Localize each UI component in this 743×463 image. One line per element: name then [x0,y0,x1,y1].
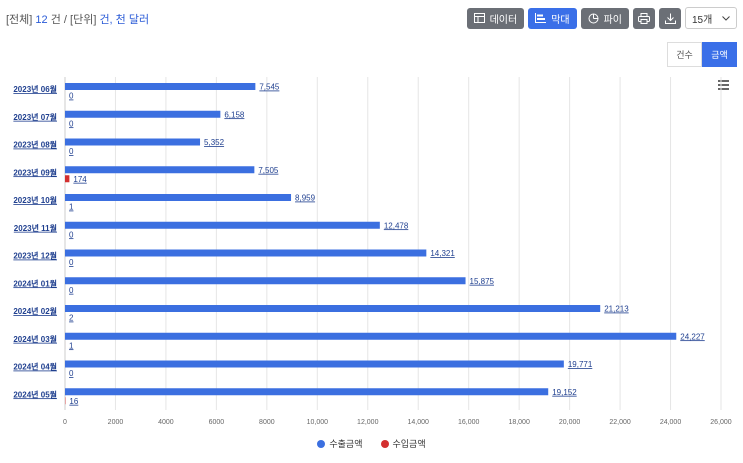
category-label: 2023년 12월 [13,251,57,261]
export-value-label: 7,545 [259,83,280,92]
export-value-label: 21,213 [604,305,629,314]
x-tick-label: 18,000 [508,419,530,426]
bar-button-label: 막대 [551,14,570,26]
x-tick-label: 0 [63,419,67,426]
x-tick-label: 22,000 [609,419,631,426]
legend-label-export: 수출금액 [329,439,363,449]
summary-prefix: [전체] [6,14,33,26]
category-label: 2023년 07월 [13,112,57,122]
export-value-label: 6,158 [224,110,245,119]
export-bar [65,138,201,146]
summary-count-unit: 건 / [단위] [50,14,97,26]
import-value-label: 0 [69,286,74,295]
export-bar [65,388,549,396]
export-bar [65,332,677,340]
export-bar [65,194,292,201]
import-value-label: 1 [69,203,74,212]
export-bar [65,83,256,90]
legend-dot-import [380,439,389,448]
pie-chart-icon [588,13,599,23]
summary-count: 12 [35,14,48,26]
export-value-label: 8,959 [295,194,316,203]
x-tick-label: 20,000 [559,419,581,426]
x-tick-label: 24,000 [660,419,682,426]
x-tick-label: 12,000 [357,419,379,426]
import-value-label: 0 [69,92,74,101]
category-label: 2024년 03월 [13,334,57,344]
export-value-label: 14,321 [430,249,455,258]
export-bar [65,166,255,174]
export-bar [65,221,380,229]
import-value-label: 0 [69,230,74,239]
toggle-count[interactable]: 건수 [667,42,702,67]
summary-unit: 건, 천 달러 [99,14,150,26]
metric-toggle: 건수 금액 [667,42,737,67]
download-icon [664,13,676,24]
category-label: 2023년 09월 [13,167,57,177]
category-label: 2023년 06월 [13,84,57,94]
import-value-label: 1 [69,341,74,350]
export-value-label: 5,352 [204,138,225,147]
import-value-label: 0 [69,119,74,128]
legend-item-export[interactable]: 수출금액 [317,437,363,450]
pie-button[interactable]: 파이 [580,7,629,29]
print-icon [638,12,650,24]
category-label: 2023년 11월 [14,223,57,233]
export-bar [65,249,427,257]
bar-button[interactable]: 막대 [528,7,577,29]
toggle-amount[interactable]: 금액 [702,42,737,67]
legend: 수출금액 수입금액 [0,437,743,450]
chevron-down-icon [722,15,730,21]
page-size-value: 15개 [692,14,713,26]
x-tick-label: 2000 [108,419,124,426]
import-value-label: 0 [69,258,74,267]
import-value-label: 2 [69,314,74,323]
x-tick-label: 16,000 [458,419,480,426]
toolbar: 데이터 막대 파이 15개 [466,7,737,29]
pie-button-label: 파이 [603,14,622,26]
export-bar [65,360,564,368]
x-tick-label: 6000 [209,419,225,426]
import-bar [65,175,70,183]
import-value-label: 0 [69,147,74,156]
x-tick-label: 10,000 [307,419,329,426]
export-value-label: 15,875 [470,277,495,286]
export-value-label: 7,505 [258,166,279,175]
export-value-label: 19,771 [568,360,593,369]
chart-menu-icon[interactable] [718,80,729,92]
export-value-label: 24,227 [680,332,705,341]
data-button[interactable]: 데이터 [466,7,525,29]
x-tick-label: 14,000 [408,419,430,426]
category-label: 2024년 04월 [13,362,57,372]
x-tick-label: 26,000 [710,419,732,426]
x-tick-label: 4000 [158,419,174,426]
x-tick-label: 8000 [259,419,275,426]
export-bar [65,305,601,312]
legend-label-import: 수입금액 [392,439,426,449]
table-icon [473,13,485,23]
import-value-label: 174 [73,175,87,184]
import-value-label: 0 [69,369,74,378]
import-value-label: 16 [69,397,78,406]
export-bar [65,277,466,285]
category-label: 2023년 08월 [13,140,57,150]
summary-line: [전체] 12 건 / [단위] 건, 천 달러 [6,11,149,27]
data-button-label: 데이터 [489,14,518,26]
page-size-select[interactable]: 15개 [685,7,737,29]
legend-dot-export [317,439,326,448]
category-label: 2024년 02월 [13,306,57,316]
download-button[interactable] [659,7,681,29]
export-bar [65,110,221,118]
category-label: 2023년 10월 [13,195,57,205]
category-label: 2024년 05월 [13,389,57,399]
category-label: 2024년 01월 [13,278,57,288]
bar-chart-icon [535,13,547,23]
export-value-label: 12,478 [384,221,409,230]
print-button[interactable] [633,7,655,29]
export-value-label: 19,152 [552,388,577,397]
legend-item-import[interactable]: 수입금액 [380,437,426,450]
